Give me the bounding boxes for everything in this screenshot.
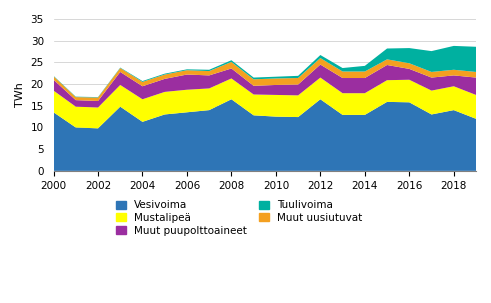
- Y-axis label: TWh: TWh: [15, 82, 25, 107]
- Legend: Vesivoima, Mustalipeä, Muut puupolttoaineet, Tuulivoima, Muut uusiutuvat: Vesivoima, Mustalipeä, Muut puupolttoain…: [116, 200, 362, 235]
